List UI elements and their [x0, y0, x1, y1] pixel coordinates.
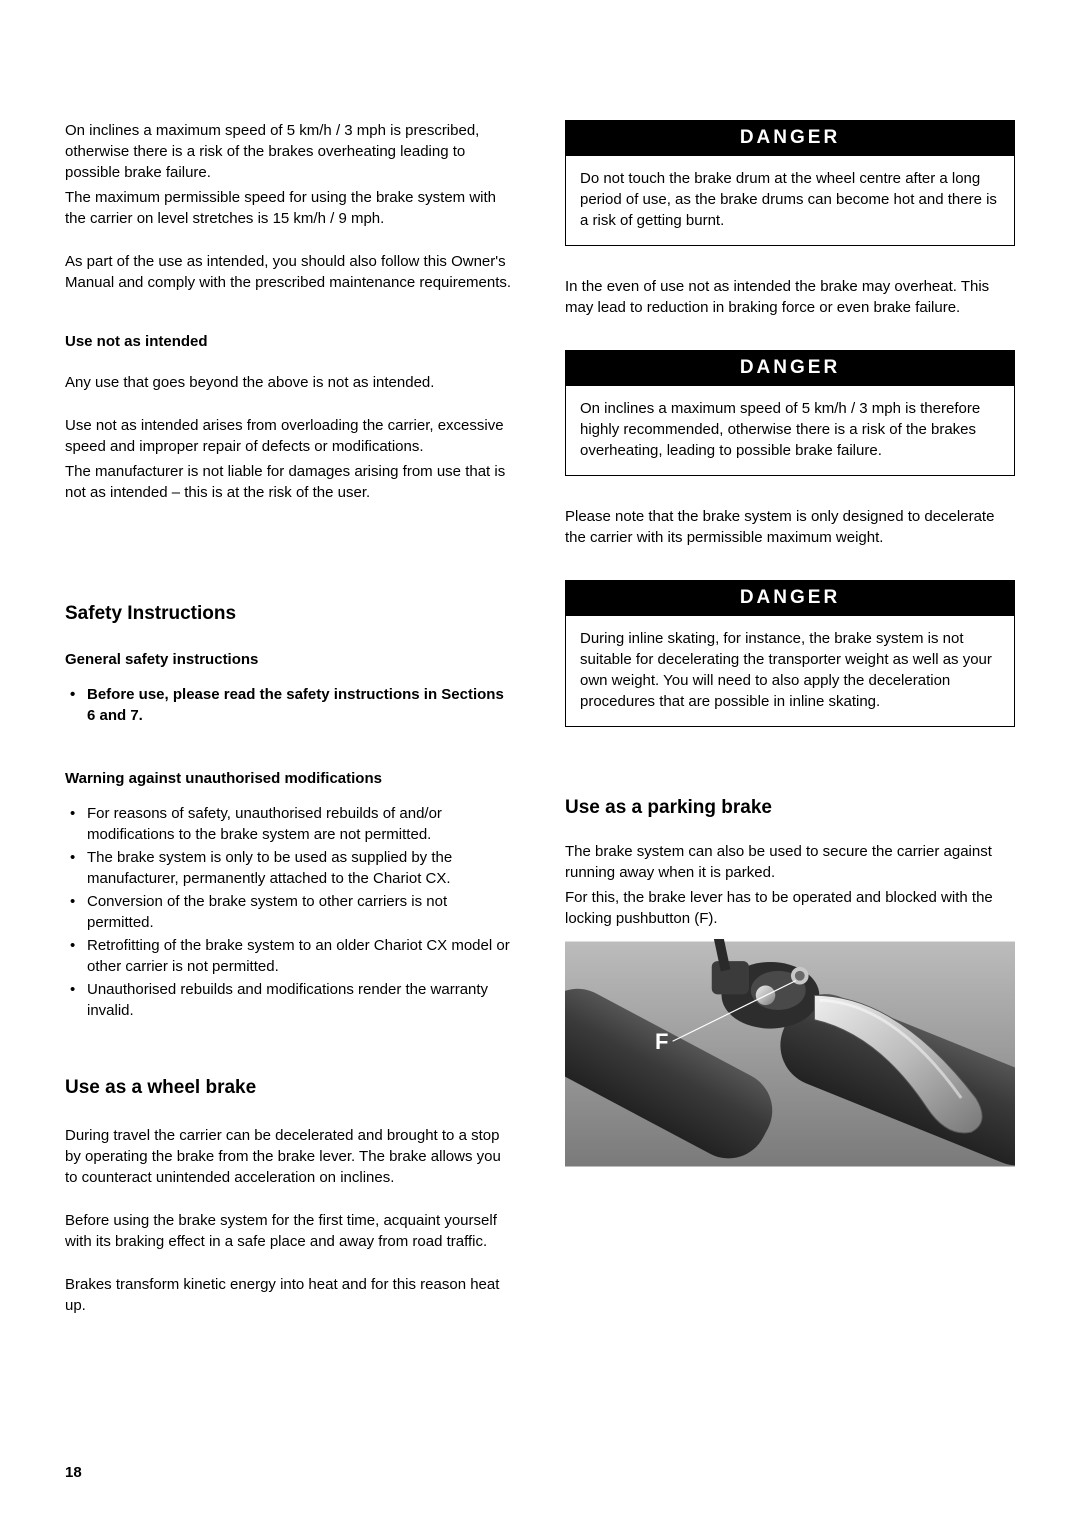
wheel-brake-heading: Use as a wheel brake	[65, 1077, 515, 1099]
danger-box-2: DANGER On inclines a maximum speed of 5 …	[565, 350, 1015, 476]
danger-box-1: DANGER Do not touch the brake drum at th…	[565, 120, 1015, 246]
right-column: DANGER Do not touch the brake drum at th…	[565, 120, 1015, 1338]
page-number: 18	[65, 1464, 82, 1481]
wheel-p1: During travel the carrier can be deceler…	[65, 1125, 515, 1188]
uni-block-2: Use not as intended arises from overload…	[65, 415, 515, 503]
wheel-p2: Before using the brake system for the fi…	[65, 1210, 515, 1252]
danger-box-3: DANGER During inline skating, for instan…	[565, 580, 1015, 727]
inter-2: Please note that the brake system is onl…	[565, 506, 1015, 548]
uni-p1: Any use that goes beyond the above is no…	[65, 372, 515, 393]
intro-block-2: As part of the use as intended, you shou…	[65, 251, 515, 293]
wheel-p3: Brakes transform kinetic energy into hea…	[65, 1274, 515, 1316]
danger-header-3: DANGER	[566, 581, 1014, 616]
uni-p3: The manufacturer is not liable for damag…	[65, 461, 515, 503]
general-bullet: Before use, please read the safety instr…	[65, 684, 515, 726]
parking-p2: For this, the brake lever has to be oper…	[565, 887, 1015, 929]
intro-block: On inclines a maximum speed of 5 km/h / …	[65, 120, 515, 229]
safety-heading: Safety Instructions	[65, 603, 515, 625]
intro-p1: On inclines a maximum speed of 5 km/h / …	[65, 120, 515, 183]
danger-body-1: Do not touch the brake drum at the wheel…	[566, 156, 1014, 245]
parking-p1: The brake system can also be used to sec…	[565, 841, 1015, 883]
general-safety-list: Before use, please read the safety instr…	[65, 684, 515, 726]
parking-brake-heading: Use as a parking brake	[565, 797, 1015, 819]
danger-body-2: On inclines a maximum speed of 5 km/h / …	[566, 386, 1014, 475]
warning-bullet: Unauthorised rebuilds and modifications …	[65, 979, 515, 1021]
inter-1: In the even of use not as intended the b…	[565, 276, 1015, 318]
warning-bullet: For reasons of safety, unauthorised rebu…	[65, 803, 515, 845]
general-safety-heading: General safety instructions	[65, 651, 515, 668]
intro-p2: The maximum permissible speed for using …	[65, 187, 515, 229]
uni-block-1: Any use that goes beyond the above is no…	[65, 372, 515, 393]
brake-lever-svg	[565, 939, 1015, 1169]
uni-p2: Use not as intended arises from overload…	[65, 415, 515, 457]
brake-lever-figure: F	[565, 939, 1015, 1169]
danger-body-3: During inline skating, for instance, the…	[566, 616, 1014, 726]
warning-bullet: The brake system is only to be used as s…	[65, 847, 515, 889]
figure-label-f: F	[655, 1029, 668, 1055]
danger-header-2: DANGER	[566, 351, 1014, 386]
left-column: On inclines a maximum speed of 5 km/h / …	[65, 120, 515, 1338]
use-not-intended-heading: Use not as intended	[65, 333, 515, 350]
warning-mods-heading: Warning against unauthorised modificatio…	[65, 770, 515, 787]
warning-mods-list: For reasons of safety, unauthorised rebu…	[65, 803, 515, 1021]
warning-bullet: Conversion of the brake system to other …	[65, 891, 515, 933]
warning-bullet: Retrofitting of the brake system to an o…	[65, 935, 515, 977]
danger-header-1: DANGER	[566, 121, 1014, 156]
intro-p3: As part of the use as intended, you shou…	[65, 251, 515, 293]
